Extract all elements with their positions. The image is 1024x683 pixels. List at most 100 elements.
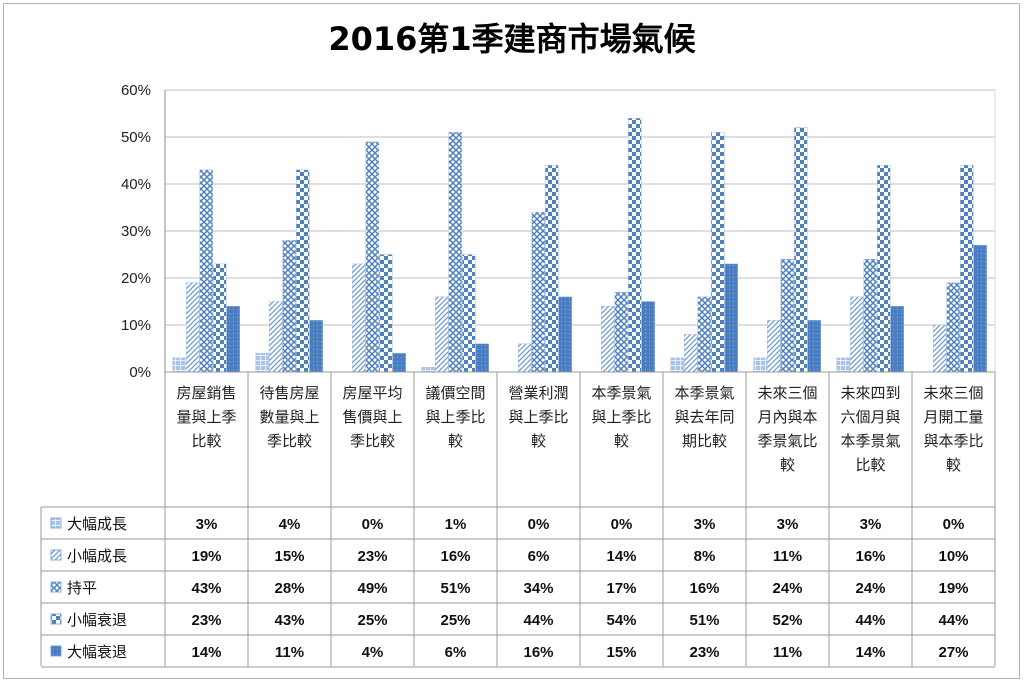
bar-3-2 (282, 240, 296, 373)
bar-3-7 (697, 296, 711, 373)
legend-key (50, 581, 62, 593)
table-cell: 15% (274, 548, 304, 565)
legend-key (50, 549, 62, 561)
table-cell: 0% (611, 516, 633, 533)
bar-4-3 (379, 254, 393, 373)
table-cell: 17% (606, 580, 636, 597)
table-cell: 3% (196, 516, 218, 533)
bar-1-8 (753, 357, 767, 373)
legend-key (50, 517, 62, 529)
category-label: 本季景氣與上季比較 (591, 384, 651, 450)
y-axis: 0% 10% 20% 30% 40% 50% 60% (121, 82, 166, 381)
table-cell: 44% (938, 612, 968, 629)
y-tick-label: 30% (121, 223, 151, 240)
table-cell: 16% (855, 548, 885, 565)
category-label: 未來四到六個月與本季景氣比較 (840, 384, 900, 474)
bar-3-5 (531, 211, 545, 373)
bar-2-1 (186, 282, 200, 373)
table-cell: 0% (362, 516, 384, 533)
legend-key (50, 645, 62, 657)
table-cell: 44% (855, 612, 885, 629)
bars (172, 117, 987, 373)
bar-4-7 (711, 132, 725, 373)
bar-4-1 (213, 263, 227, 373)
table-cell: 28% (274, 580, 304, 597)
table-cell: 19% (938, 580, 968, 597)
legend-key (50, 613, 62, 625)
bar-1-7 (670, 357, 684, 373)
table-cell: 43% (191, 580, 221, 597)
table-cell: 54% (606, 612, 636, 629)
table-cell: 11% (275, 644, 304, 661)
bar-4-2 (296, 169, 310, 373)
bar-4-5 (545, 164, 559, 373)
legend-label: 小幅衰退 (67, 611, 127, 629)
y-tick-label: 40% (121, 176, 151, 193)
bar-2-10 (933, 324, 947, 373)
table-cell: 25% (357, 612, 387, 629)
table-cell: 19% (191, 548, 221, 565)
category-label: 議價空間與上季比較 (425, 384, 485, 450)
bar-3-9 (863, 259, 877, 373)
table-cell: 44% (523, 612, 553, 629)
y-tick-label: 10% (121, 317, 151, 334)
bar-2-3 (352, 263, 366, 373)
bar-3-3 (365, 141, 379, 373)
bar-2-8 (767, 320, 781, 373)
table-cell: 51% (689, 612, 719, 629)
bar-1-2 (255, 353, 269, 373)
table-cell: 14% (191, 644, 221, 661)
table-cell: 15% (606, 644, 636, 661)
legend-label: 大幅衰退 (67, 643, 127, 661)
table-cell: 3% (694, 516, 716, 533)
bar-2-2 (269, 301, 283, 373)
y-tick-label: 20% (121, 270, 151, 287)
table-cell: 4% (362, 644, 384, 661)
table-cell: 4% (279, 516, 301, 533)
table-cell: 25% (440, 612, 470, 629)
table-cell: 23% (191, 612, 221, 629)
bar-4-6 (628, 117, 642, 373)
legend-label: 小幅成長 (67, 547, 127, 565)
bar-5-6 (641, 301, 655, 373)
table-cell: 11% (773, 548, 802, 565)
bar-5-8 (807, 320, 821, 373)
table-cell: 16% (689, 580, 719, 597)
table-cell: 0% (528, 516, 550, 533)
bar-2-4 (435, 296, 449, 373)
category-label: 房屋銷售量與上季比較 (176, 384, 236, 450)
bar-4-10 (960, 164, 974, 373)
table-cell: 34% (523, 580, 553, 597)
category-label: 房屋平均售價與上季比較 (342, 384, 402, 450)
bar-4-4 (462, 254, 476, 373)
bar-3-8 (780, 259, 794, 373)
bar-3-6 (614, 291, 628, 373)
bar-5-2 (309, 320, 323, 373)
table-cell: 24% (855, 580, 885, 597)
bar-2-9 (850, 296, 864, 373)
bar-1-4 (421, 367, 435, 373)
legend-label: 持平 (67, 579, 97, 597)
bar-4-8 (794, 127, 808, 373)
category-label: 未來三個月開工量與本季比較 (923, 384, 983, 474)
bar-5-3 (392, 353, 406, 373)
table-cell: 3% (777, 516, 799, 533)
y-tick-label: 50% (121, 129, 151, 146)
category-label: 本季景氣與去年同期比較 (674, 384, 734, 450)
table-cell: 8% (694, 548, 716, 565)
table-cell: 3% (860, 516, 882, 533)
table-cell: 10% (938, 548, 968, 565)
legend-label: 大幅成長 (67, 515, 127, 533)
table-cell: 6% (445, 644, 467, 661)
table-cell: 43% (274, 612, 304, 629)
bar-2-5 (518, 343, 532, 373)
category-label: 待售房屋數量與上季比較 (259, 384, 319, 450)
table-cell: 16% (523, 644, 553, 661)
bar-5-4 (475, 343, 489, 373)
y-tick-label: 0% (129, 364, 151, 381)
table-cell: 11% (773, 644, 802, 661)
bar-2-6 (601, 306, 615, 373)
table-cell: 52% (772, 612, 802, 629)
category-label: 未來三個月內與本季景氣比較 (757, 384, 817, 474)
table-cell: 49% (357, 580, 387, 597)
